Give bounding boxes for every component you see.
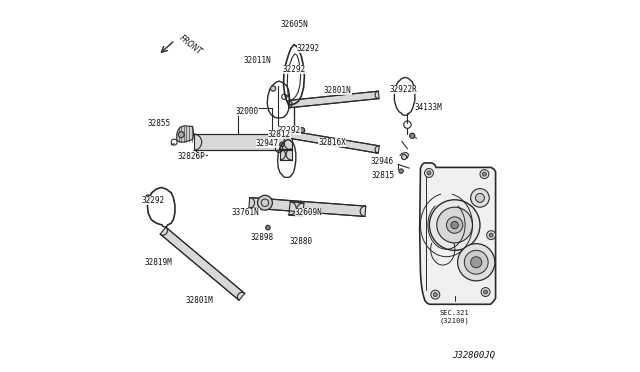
Circle shape [437, 207, 472, 243]
Polygon shape [177, 126, 193, 142]
Circle shape [431, 290, 440, 299]
Circle shape [470, 189, 489, 207]
Circle shape [399, 169, 403, 173]
Text: 32816X: 32816X [318, 138, 346, 147]
Circle shape [470, 257, 482, 268]
Circle shape [271, 86, 276, 91]
Circle shape [486, 231, 495, 240]
Circle shape [304, 45, 309, 50]
Circle shape [447, 217, 463, 233]
Text: 32801N: 32801N [324, 86, 352, 94]
Circle shape [429, 200, 480, 250]
Text: 32292: 32292 [278, 126, 301, 135]
Text: 32880: 32880 [289, 237, 312, 246]
Circle shape [480, 170, 489, 179]
Circle shape [483, 172, 486, 176]
Polygon shape [288, 91, 379, 108]
Circle shape [458, 244, 495, 281]
Circle shape [410, 133, 415, 138]
Circle shape [179, 132, 184, 138]
Text: 32292: 32292 [141, 196, 164, 205]
Circle shape [266, 225, 270, 230]
Circle shape [401, 154, 406, 160]
Circle shape [476, 193, 484, 202]
Text: 32819M: 32819M [145, 258, 172, 267]
Circle shape [481, 288, 490, 296]
Text: 32946: 32946 [371, 157, 394, 166]
Circle shape [433, 293, 437, 296]
Circle shape [257, 195, 273, 210]
Text: 32898: 32898 [251, 233, 274, 242]
Text: 32292: 32292 [283, 65, 306, 74]
Text: 32609N: 32609N [294, 208, 323, 217]
Text: 32826P: 32826P [178, 152, 205, 161]
Circle shape [424, 169, 433, 177]
Circle shape [465, 250, 488, 274]
Text: 32011N: 32011N [244, 56, 271, 65]
Text: 32947: 32947 [256, 139, 279, 148]
Circle shape [300, 128, 305, 133]
Circle shape [489, 233, 493, 237]
Circle shape [451, 221, 458, 229]
Text: 33761N: 33761N [232, 208, 260, 217]
Text: 32812: 32812 [268, 130, 291, 139]
Polygon shape [160, 227, 244, 300]
Text: 32605N: 32605N [281, 20, 308, 29]
Polygon shape [285, 130, 380, 153]
Polygon shape [249, 198, 366, 217]
Text: SEC.321
(32100): SEC.321 (32100) [439, 310, 468, 324]
Circle shape [198, 153, 202, 158]
Text: FRONT: FRONT [178, 33, 204, 56]
Circle shape [145, 195, 151, 201]
Text: 32855: 32855 [147, 119, 170, 128]
Polygon shape [193, 134, 292, 150]
Circle shape [427, 171, 431, 175]
Polygon shape [289, 202, 304, 217]
Circle shape [280, 142, 284, 147]
Text: 32801M: 32801M [185, 296, 213, 305]
Text: 34133M: 34133M [415, 103, 443, 112]
Text: 32815: 32815 [371, 171, 394, 180]
Circle shape [484, 290, 488, 294]
Text: 32922R: 32922R [390, 85, 417, 94]
Polygon shape [420, 163, 495, 304]
Text: J32800JQ: J32800JQ [452, 351, 495, 360]
Text: 32000: 32000 [236, 107, 259, 116]
Polygon shape [280, 149, 292, 160]
Text: 32292: 32292 [296, 44, 319, 53]
